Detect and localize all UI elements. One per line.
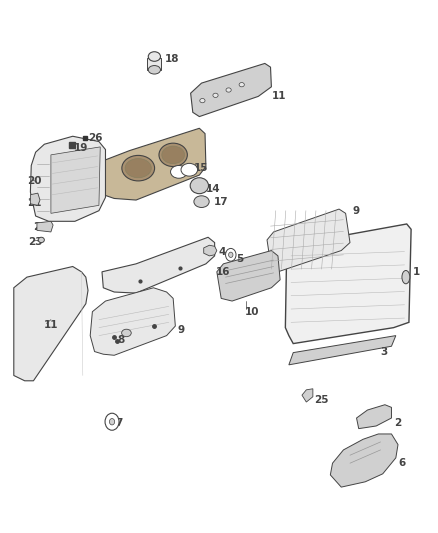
Text: 6: 6 (398, 458, 405, 468)
Ellipse shape (159, 143, 187, 166)
Ellipse shape (122, 329, 131, 337)
Polygon shape (102, 237, 215, 293)
Text: 26: 26 (88, 133, 102, 143)
Text: 18: 18 (164, 54, 179, 64)
Ellipse shape (200, 99, 205, 103)
Text: 12: 12 (136, 166, 151, 176)
Text: 15: 15 (194, 163, 208, 173)
Text: 23: 23 (28, 237, 42, 247)
Text: 17: 17 (214, 197, 228, 207)
Polygon shape (286, 224, 411, 344)
Text: 9: 9 (352, 206, 359, 216)
Text: 10: 10 (245, 306, 260, 317)
Ellipse shape (148, 52, 160, 61)
Circle shape (226, 248, 236, 261)
Text: 3: 3 (381, 346, 388, 357)
Polygon shape (51, 147, 100, 213)
Polygon shape (267, 209, 350, 272)
Text: 2: 2 (394, 418, 401, 429)
Ellipse shape (148, 66, 160, 74)
Circle shape (110, 418, 115, 425)
Text: 1: 1 (413, 267, 420, 277)
Polygon shape (357, 405, 392, 429)
Text: 11: 11 (43, 320, 58, 330)
Polygon shape (30, 193, 40, 205)
Polygon shape (30, 136, 106, 221)
Polygon shape (147, 58, 161, 70)
Text: 4: 4 (218, 247, 226, 256)
Ellipse shape (402, 270, 410, 284)
Text: 14: 14 (206, 184, 220, 195)
Text: 19: 19 (74, 143, 88, 154)
Polygon shape (37, 221, 53, 232)
Polygon shape (217, 251, 280, 301)
Text: 5: 5 (237, 254, 244, 263)
Text: 8: 8 (118, 335, 125, 345)
Text: 25: 25 (314, 395, 328, 406)
Text: 22: 22 (33, 222, 48, 232)
Polygon shape (103, 128, 206, 200)
Ellipse shape (213, 93, 218, 98)
Text: 16: 16 (216, 267, 230, 277)
Polygon shape (330, 434, 398, 487)
Text: 11: 11 (272, 91, 287, 101)
Text: 21: 21 (27, 198, 42, 208)
Polygon shape (191, 63, 272, 117)
Ellipse shape (170, 165, 187, 178)
Ellipse shape (239, 83, 244, 87)
Text: 7: 7 (116, 418, 123, 429)
Circle shape (105, 413, 119, 430)
Ellipse shape (194, 196, 209, 207)
Ellipse shape (190, 177, 208, 193)
Ellipse shape (38, 237, 44, 243)
Polygon shape (204, 245, 217, 256)
Circle shape (229, 252, 233, 257)
Ellipse shape (125, 159, 151, 177)
Ellipse shape (181, 164, 198, 176)
Text: 9: 9 (177, 325, 185, 335)
Ellipse shape (162, 146, 184, 164)
Polygon shape (14, 266, 88, 381)
Polygon shape (90, 288, 175, 356)
Polygon shape (302, 389, 313, 402)
Ellipse shape (226, 88, 231, 92)
Polygon shape (289, 336, 396, 365)
Ellipse shape (122, 156, 155, 181)
Text: 20: 20 (27, 176, 42, 187)
